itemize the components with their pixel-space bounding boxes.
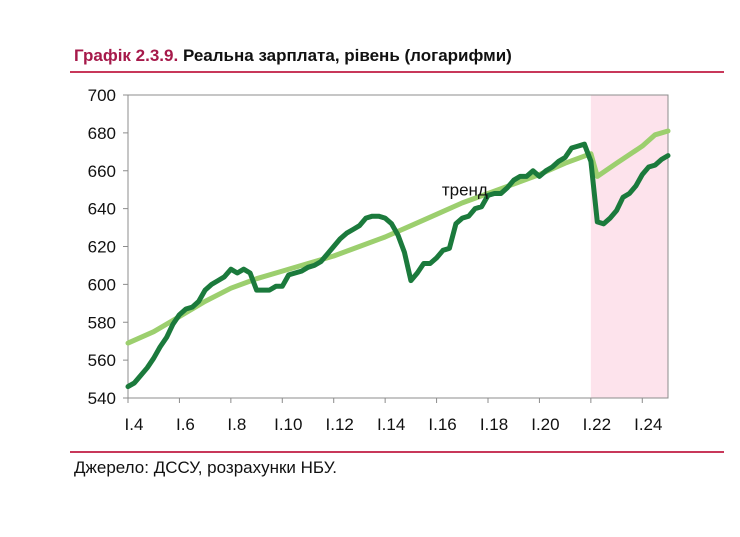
y-tick-label: 540	[88, 389, 116, 408]
x-tick-label: I.16	[428, 415, 456, 434]
x-tick-label: I.6	[176, 415, 195, 434]
y-tick-label: 660	[88, 162, 116, 181]
y-tick-label: 580	[88, 313, 116, 332]
y-tick-label: 680	[88, 124, 116, 143]
series-line-wages	[125, 141, 671, 390]
x-tick-label: I.10	[274, 415, 302, 434]
bottom-rule	[70, 451, 724, 453]
y-tick-label: 600	[88, 275, 116, 294]
y-tick-label: 640	[88, 200, 116, 219]
x-tick-label: I.14	[377, 415, 405, 434]
x-tick-label: I.8	[227, 415, 246, 434]
chart-number: Графік 2.3.9.	[74, 46, 179, 65]
x-tick-label: I.12	[326, 415, 354, 434]
plot-area	[127, 94, 669, 399]
chart-title: Графік 2.3.9. Реальна зарплата, рівень (…	[74, 46, 512, 66]
trend-annotation: тренд	[442, 180, 488, 199]
y-tick-label: 620	[88, 238, 116, 257]
x-tick-label: I.18	[480, 415, 508, 434]
shaded-period	[590, 95, 668, 398]
x-tick-label: I.24	[634, 415, 662, 434]
y-tick-label: 560	[88, 351, 116, 370]
series-line-trend	[125, 128, 671, 346]
source-note: Джерело: ДССУ, розрахунки НБУ.	[74, 458, 337, 477]
top-rule	[70, 71, 724, 73]
y-tick-label: 700	[88, 86, 116, 105]
x-tick-label: I.22	[583, 415, 611, 434]
chart-title-text: Реальна зарплата, рівень (логарифми)	[182, 46, 512, 65]
x-tick-label: I.4	[125, 415, 144, 434]
x-tick-label: I.20	[531, 415, 559, 434]
